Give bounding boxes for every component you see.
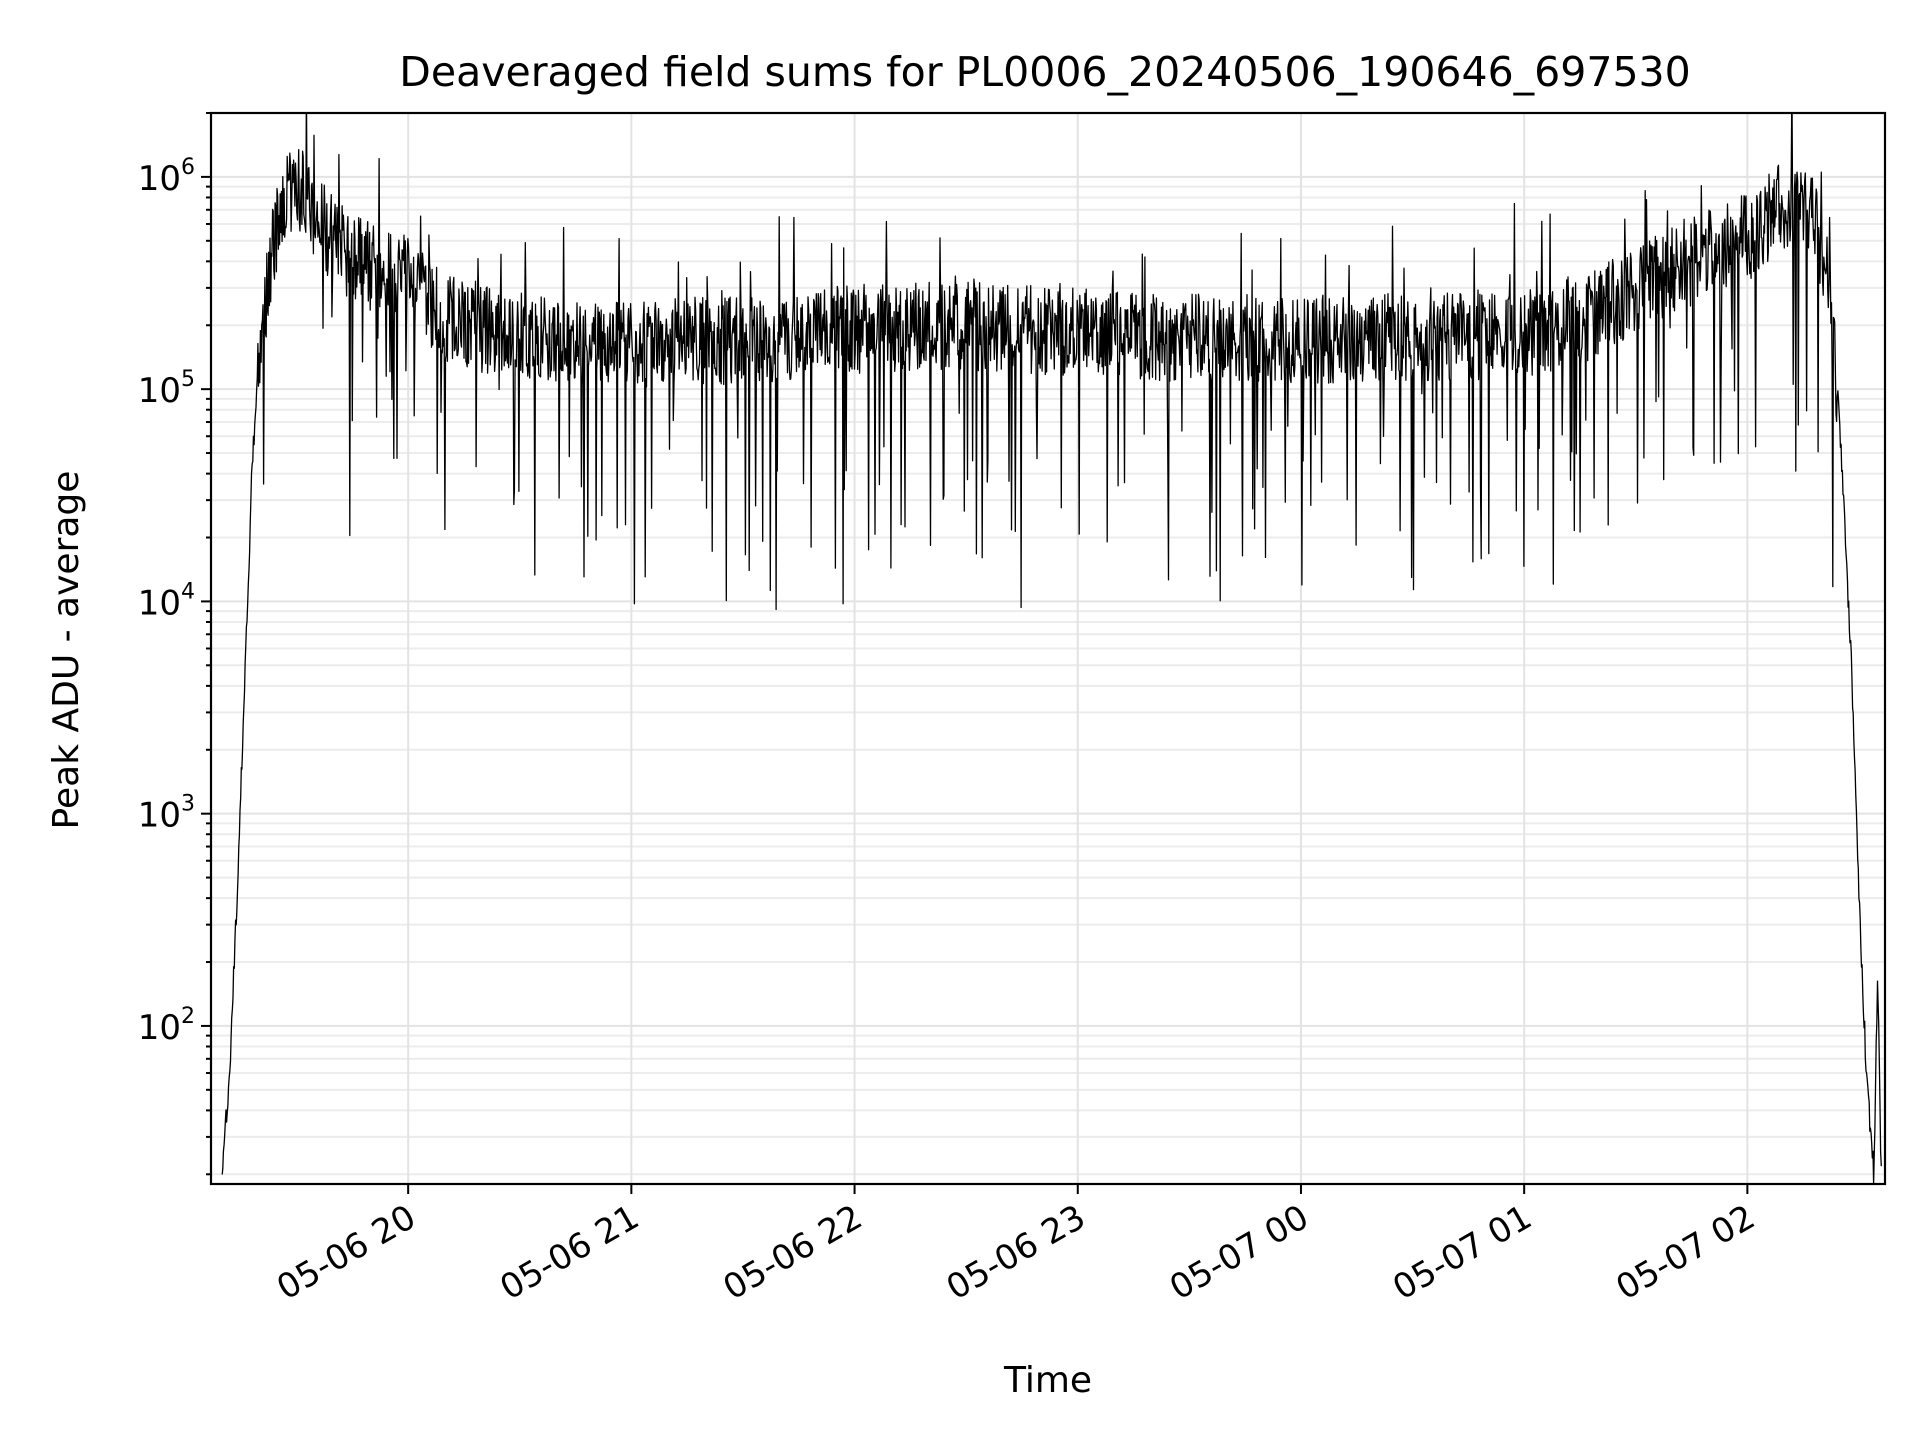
x-tick-label: 05-07 00 [1163, 1197, 1315, 1308]
x-tick-label: 05-06 22 [717, 1197, 869, 1308]
y-tick-label: 102 [138, 1004, 195, 1048]
x-tick-label: 05-06 21 [493, 1197, 645, 1308]
x-tick-label: 05-07 02 [1609, 1197, 1761, 1308]
x-tick-label: 05-07 01 [1386, 1197, 1538, 1308]
y-tick-label: 103 [138, 792, 195, 836]
x-tick-label: 05-06 23 [940, 1197, 1092, 1308]
x-axis: 05-06 20 05-06 21 05-06 22 05-06 23 05-07 00… [270, 1184, 1762, 1308]
chart-title: Deaveraged field sums for PL0006_2024050… [399, 48, 1690, 96]
y-tick-label: 106 [138, 155, 195, 199]
y-axis-label: Peak ADU - average [46, 471, 87, 830]
series-layer [221, 113, 1882, 1184]
y-axis: 102 103 104 105 106 [138, 112, 211, 1176]
grid [211, 112, 1885, 1184]
series-line [221, 113, 1882, 1184]
y-tick-label: 104 [138, 579, 195, 623]
x-tick-label: 05-06 20 [270, 1197, 422, 1308]
y-tick-label: 105 [138, 367, 195, 411]
x-axis-label: Time [1003, 1360, 1092, 1401]
